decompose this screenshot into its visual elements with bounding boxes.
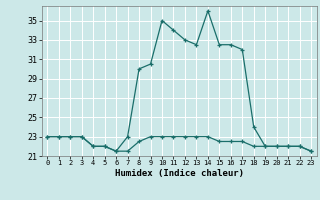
X-axis label: Humidex (Indice chaleur): Humidex (Indice chaleur) bbox=[115, 169, 244, 178]
